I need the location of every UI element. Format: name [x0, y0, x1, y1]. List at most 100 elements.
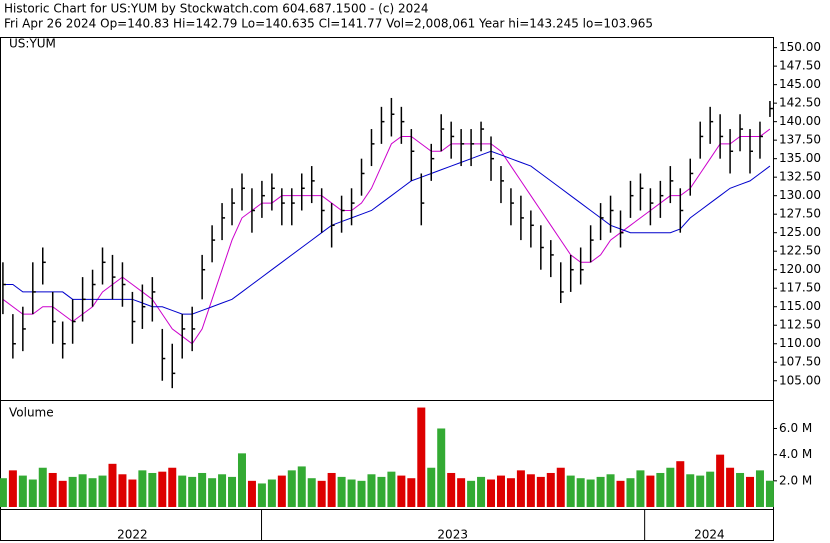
volume-bar [228, 476, 237, 507]
y-tick-label: 2.0 M [779, 473, 812, 487]
y-tick-label: 137.50 [779, 133, 821, 147]
chart-title: Historic Chart for US:YUM by Stockwatch.… [4, 2, 429, 16]
y-tick-label: 122.50 [779, 244, 821, 258]
volume-bar [178, 475, 187, 507]
y-tick-label: 110.00 [779, 336, 821, 350]
volume-bar [606, 474, 615, 507]
volume-bar [38, 467, 47, 507]
volume-bar [666, 467, 675, 507]
volume-bar [516, 470, 525, 507]
volume-bar [566, 475, 575, 507]
moving-average-line [2, 150, 771, 315]
volume-bar [506, 478, 515, 507]
moving-average-line [2, 128, 771, 345]
volume-bar [726, 467, 735, 507]
volume-bar [257, 483, 266, 507]
volume-bar [98, 475, 107, 507]
volume-bar [327, 472, 336, 507]
y-tick-label: 130.00 [779, 188, 821, 202]
volume-bar [487, 479, 496, 507]
volume-bar [68, 476, 77, 507]
symbol-label: US:YUM [9, 37, 56, 51]
y-tick-label: 127.50 [779, 207, 821, 221]
volume-bar [696, 475, 705, 507]
volume-bar [267, 479, 276, 507]
volume-bar [198, 472, 207, 507]
volume-bar [237, 453, 246, 507]
volume-bar [656, 472, 665, 507]
volume-bar [676, 461, 685, 507]
x-tick-label: 2023 [437, 528, 468, 542]
volume-bar [168, 467, 177, 507]
volume-bar [48, 472, 57, 507]
volume-bar [0, 478, 7, 507]
volume-bar [437, 428, 446, 507]
date-panel [0, 509, 774, 541]
volume-bar [427, 467, 436, 507]
volume-bar [576, 478, 585, 507]
price-panel [0, 37, 774, 401]
volume-bar [347, 479, 356, 507]
volume-bar [8, 470, 17, 507]
x-tick-label: 2022 [117, 528, 148, 542]
volume-bar [636, 470, 645, 507]
volume-bar [208, 478, 217, 507]
volume-bar [297, 466, 306, 507]
volume-bar [596, 476, 605, 507]
volume-bar [108, 463, 117, 507]
volume-bar [736, 472, 745, 507]
volume-bar [536, 476, 545, 507]
volume-bar [477, 476, 486, 507]
volume-bar [58, 480, 67, 507]
y-tick-label: 150.00 [779, 40, 821, 54]
y-tick-label: 120.00 [779, 262, 821, 276]
chart-subtitle: Fri Apr 26 2024 Op=140.83 Hi=142.79 Lo=1… [4, 17, 653, 31]
volume-bar [218, 474, 227, 507]
y-tick-label: 4.0 M [779, 447, 812, 461]
volume-bar [188, 476, 197, 507]
y-tick-label: 115.00 [779, 299, 821, 313]
volume-bar [387, 471, 396, 507]
y-tick-label: 117.50 [779, 281, 821, 295]
volume-bar [307, 478, 316, 507]
volume-bar [367, 474, 376, 507]
y-tick-label: 142.50 [779, 96, 821, 110]
volume-bar [496, 475, 505, 507]
volume-bar [407, 478, 416, 507]
y-tick-label: 112.50 [779, 318, 821, 332]
volume-bar [357, 480, 366, 507]
y-tick-label: 125.00 [779, 225, 821, 239]
x-tick-label: 2024 [694, 528, 725, 542]
volume-bar [457, 478, 466, 507]
volume-bar [716, 454, 725, 507]
volume-bar [447, 472, 456, 507]
volume-bar [616, 480, 625, 507]
y-tick-label: 132.50 [779, 170, 821, 184]
volume-bar [686, 474, 695, 507]
volume-bar [18, 475, 27, 507]
volume-bar [377, 476, 386, 507]
volume-bar [158, 471, 167, 507]
volume-bar [467, 480, 476, 507]
volume-bar [128, 479, 137, 507]
volume-bar [706, 471, 715, 507]
volume-bar [556, 467, 565, 507]
y-tick-label: 6.0 M [779, 421, 812, 435]
volume-bar [78, 474, 87, 507]
volume-bar [746, 476, 755, 507]
y-tick-label: 145.00 [779, 77, 821, 91]
volume-bar [28, 479, 37, 507]
volume-bar [88, 478, 97, 507]
volume-bar [138, 470, 147, 507]
volume-bar [287, 470, 296, 507]
y-tick-label: 107.50 [779, 355, 821, 369]
volume-bar [247, 480, 256, 507]
volume-bar [317, 480, 326, 507]
volume-bar [148, 472, 157, 507]
volume-bar [337, 476, 346, 507]
y-tick-label: 135.00 [779, 151, 821, 165]
volume-bar [546, 472, 555, 507]
volume-title: Volume [9, 406, 54, 420]
volume-bar [277, 475, 286, 507]
